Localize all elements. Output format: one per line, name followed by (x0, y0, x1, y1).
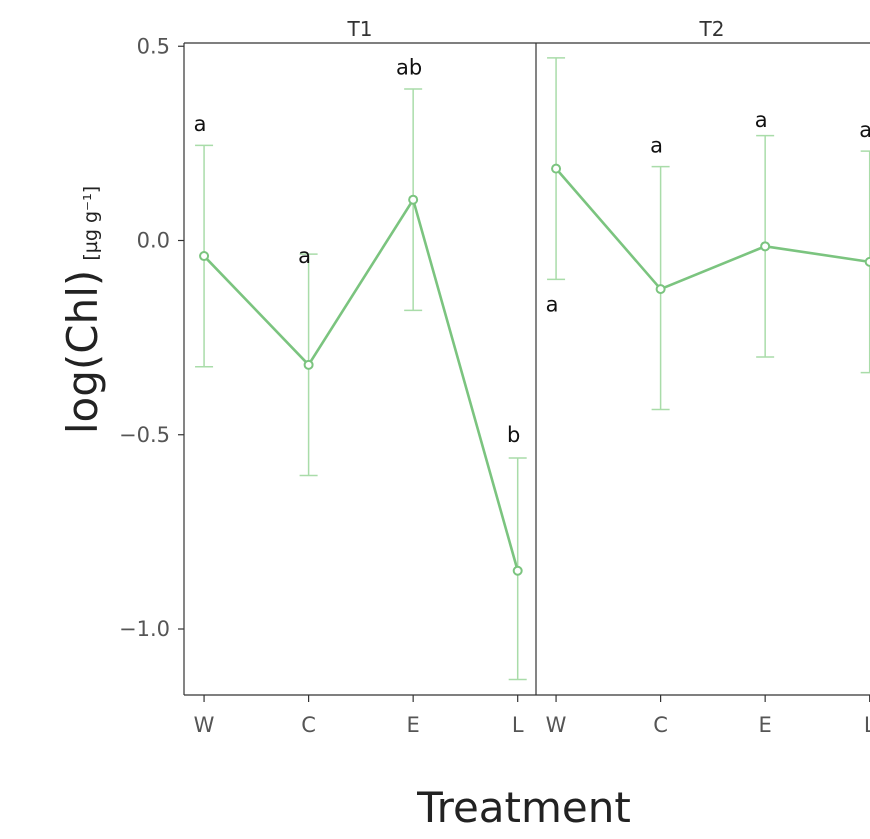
panel-strip-label: T2 (699, 17, 725, 41)
data-point (199, 251, 210, 262)
x-tick-label: C (301, 713, 316, 737)
data-point (512, 565, 523, 576)
y-tick-label: −1.0 (119, 617, 170, 641)
x-tick-label: W (546, 713, 567, 737)
x-axis-title: Treatment (416, 783, 631, 832)
significance-letter: a (755, 108, 768, 132)
data-point (760, 241, 771, 252)
x-tick-label: C (653, 713, 668, 737)
significance-letter: a (194, 112, 207, 136)
panel-strip-label: T1 (347, 17, 373, 41)
significance-letter: a (650, 133, 663, 157)
x-tick-label: E (407, 713, 420, 737)
series-line (203, 198, 519, 572)
x-tick-label: W (194, 713, 215, 737)
significance-letter: ab (396, 56, 422, 80)
x-tick-label: L (512, 713, 524, 737)
panels: T1 a a ab b T2 a a a a (194, 17, 870, 681)
x-tick-label: E (759, 713, 772, 737)
data-point (303, 359, 314, 370)
data-point (408, 194, 419, 205)
data-point (551, 163, 562, 174)
significance-letter: a (546, 293, 559, 317)
y-axis-title-text: log(Chl) [µg g⁻¹] (58, 186, 107, 434)
y-tick-label: 0.0 (137, 229, 170, 253)
x-tick-label: L (864, 713, 870, 737)
y-tick-label: 0.5 (137, 34, 170, 58)
significance-letter: a (859, 118, 870, 142)
y-axis-title-group: log(Chl) [µg g⁻¹] (58, 186, 107, 434)
panel-t1: T1 a a ab b (194, 17, 527, 681)
y-axis: 0.5 0.0 −0.5 −1.0 (119, 34, 184, 641)
data-point (655, 284, 666, 295)
data-point (864, 256, 870, 267)
panel-t2: T2 a a a a (546, 17, 870, 411)
significance-letter: a (298, 244, 311, 268)
significance-letter: b (507, 423, 520, 447)
series-line (555, 167, 870, 291)
y-axis-title-unit: [µg g⁻¹] (80, 186, 102, 261)
plot-frame (183, 42, 870, 696)
y-axis-title: log(Chl) (58, 270, 107, 434)
y-tick-label: −0.5 (119, 423, 170, 447)
